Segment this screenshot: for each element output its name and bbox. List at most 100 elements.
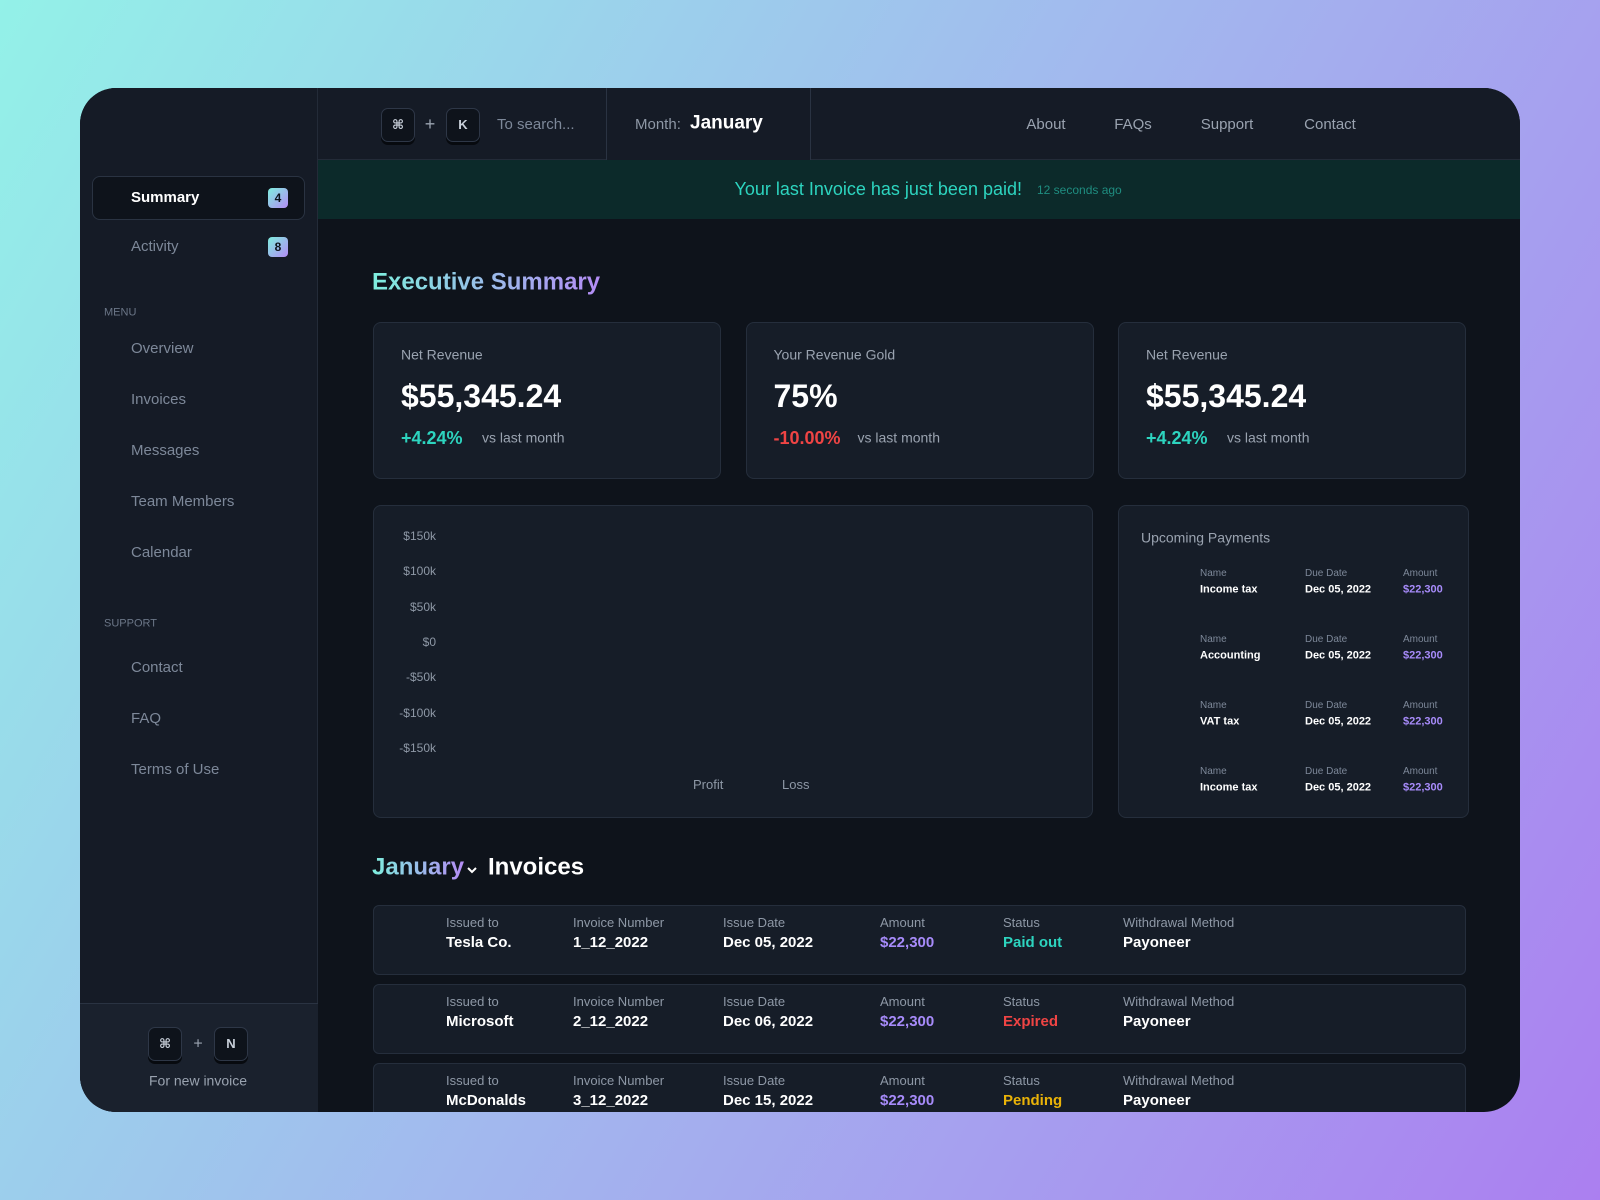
- payment-col-label: Amount: [1403, 568, 1438, 579]
- payment-col-label: Name: [1200, 634, 1227, 645]
- section-title: MENU: [104, 306, 137, 319]
- payment-col-label: Amount: [1403, 700, 1438, 711]
- invoice-value: Payoneer: [1123, 1013, 1191, 1030]
- payments-title: Upcoming Payments: [1141, 529, 1271, 546]
- invoice-col-label: Issue Date: [723, 994, 786, 1010]
- invoice-col-label: Invoice Number: [573, 1073, 665, 1089]
- payment-col-label: Name: [1200, 700, 1227, 711]
- key-label: ⌘: [391, 117, 405, 133]
- app-window: Summary 4 Activity 8 MENU Overview Invoices Mes…: [80, 88, 1520, 1112]
- payment-value: $22,300: [1403, 715, 1443, 728]
- support-item[interactable]: Contact: [131, 659, 183, 676]
- payment-col-label: Due Date: [1305, 634, 1348, 645]
- topbar: [318, 88, 1520, 160]
- kpi-change: +4.24%: [401, 428, 463, 449]
- section-title: SUPPORT: [104, 617, 157, 630]
- nav-item[interactable]: Summary: [131, 189, 200, 206]
- banner-message: Your last Invoice has just been paid!: [734, 179, 1022, 200]
- invoice-value: $22,300: [880, 1013, 935, 1030]
- chevron: [467, 867, 477, 874]
- nav-link[interactable]: FAQs: [1114, 116, 1152, 133]
- key-plus: +: [193, 1035, 203, 1053]
- menu-item[interactable]: Calendar: [131, 544, 192, 561]
- invoice-value: Pending: [1003, 1092, 1063, 1109]
- shortcut-label: For new invoice: [148, 1072, 248, 1089]
- payment-value: Accounting: [1200, 649, 1261, 662]
- invoice-value: Payoneer: [1123, 934, 1191, 951]
- legend-label: Loss: [782, 777, 810, 793]
- legend-label: Profit: [693, 777, 724, 793]
- key: [446, 108, 480, 142]
- y-tick-label: -$50k: [405, 670, 436, 685]
- y-tick-label: $150k: [403, 528, 436, 543]
- invoice-value: Paid out: [1003, 934, 1063, 951]
- y-tick-label: $0: [422, 634, 436, 649]
- search-input[interactable]: To search...: [497, 116, 575, 133]
- key: [148, 1027, 182, 1061]
- kpi-card: [373, 322, 721, 479]
- nav-item[interactable]: Activity: [131, 238, 179, 255]
- month-select[interactable]: January: [690, 112, 763, 134]
- invoice-col-label: Status: [1003, 1073, 1040, 1089]
- invoice-row: [373, 984, 1466, 1054]
- payment-col-label: Name: [1200, 568, 1227, 579]
- banner-time: 12 seconds ago: [1037, 182, 1122, 197]
- payment-col-label: Amount: [1403, 634, 1438, 645]
- invoice-row: [373, 905, 1466, 975]
- nav-link[interactable]: Support: [1200, 116, 1254, 133]
- payment-col-label: Due Date: [1305, 568, 1348, 579]
- menu-item[interactable]: Messages: [131, 442, 200, 459]
- invoice-col-label: Withdrawal Method: [1123, 994, 1235, 1010]
- payment-col-label: Due Date: [1305, 700, 1348, 711]
- invoices-title: Invoices: [488, 853, 585, 881]
- kpi-value: 75%: [773, 377, 838, 414]
- invoice-value: $22,300: [880, 1092, 935, 1109]
- menu-item[interactable]: Overview: [131, 340, 194, 357]
- invoice-value: 1_12_2022: [573, 934, 649, 951]
- nav-link[interactable]: Contact: [1304, 116, 1356, 133]
- key-label: ⌘: [158, 1036, 172, 1052]
- key-plus: +: [424, 114, 436, 135]
- menu-item[interactable]: Invoices: [131, 391, 187, 408]
- kpi-note: vs last month: [482, 429, 565, 446]
- nav-link[interactable]: About: [1026, 116, 1066, 133]
- invoice-value: 3_12_2022: [573, 1092, 649, 1109]
- invoice-month-select[interactable]: January: [372, 853, 465, 881]
- payment-value: VAT tax: [1200, 715, 1240, 728]
- key: [381, 108, 415, 142]
- payment-value: Income tax: [1200, 583, 1258, 596]
- invoice-col-label: Amount: [880, 915, 925, 931]
- menu-item[interactable]: Team Members: [131, 493, 235, 510]
- y-tick-label: -$100k: [399, 705, 436, 720]
- invoice-value: Microsoft: [446, 1013, 514, 1030]
- invoice-col-label: Issue Date: [723, 1073, 786, 1089]
- invoice-col-label: Invoice Number: [573, 994, 665, 1010]
- y-tick-label: $100k: [403, 564, 436, 579]
- badge-bg: [268, 188, 288, 208]
- invoice-value: Tesla Co.: [446, 934, 512, 951]
- invoice-value: Expired: [1003, 1013, 1059, 1030]
- invoice-col-label: Issued to: [446, 1073, 499, 1089]
- kpi-card: [745, 322, 1094, 479]
- invoice-value: Dec 06, 2022: [723, 1013, 814, 1030]
- support-item[interactable]: FAQ: [131, 710, 162, 727]
- kpi-note: vs last month: [857, 429, 940, 446]
- kpi-value: $55,345.24: [1146, 377, 1307, 414]
- payment-value: Dec 05, 2022: [1305, 715, 1372, 728]
- sidebar: [80, 88, 318, 1112]
- payment-col-label: Amount: [1403, 766, 1438, 777]
- support-item[interactable]: Terms of Use: [131, 761, 220, 778]
- kpi-change: -10.00%: [773, 428, 841, 449]
- kpi-change: +4.24%: [1146, 428, 1208, 449]
- badge: 8: [274, 239, 282, 254]
- kpi-card: [1118, 322, 1466, 479]
- invoice-col-label: Withdrawal Method: [1123, 915, 1235, 931]
- y-tick-label: -$150k: [399, 740, 436, 755]
- invoice-col-label: Status: [1003, 994, 1040, 1010]
- y-tick-label: $50k: [409, 599, 436, 614]
- chart-card: [373, 505, 1093, 818]
- key-label: K: [458, 117, 468, 133]
- invoice-col-label: Amount: [880, 994, 925, 1010]
